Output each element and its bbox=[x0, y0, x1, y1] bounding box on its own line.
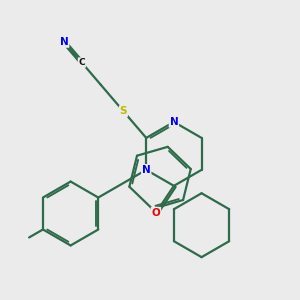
Text: N: N bbox=[60, 37, 69, 47]
Text: C: C bbox=[79, 58, 85, 67]
Text: N: N bbox=[142, 165, 151, 175]
Text: N: N bbox=[169, 117, 178, 127]
Text: O: O bbox=[152, 208, 160, 218]
Text: S: S bbox=[120, 106, 127, 116]
